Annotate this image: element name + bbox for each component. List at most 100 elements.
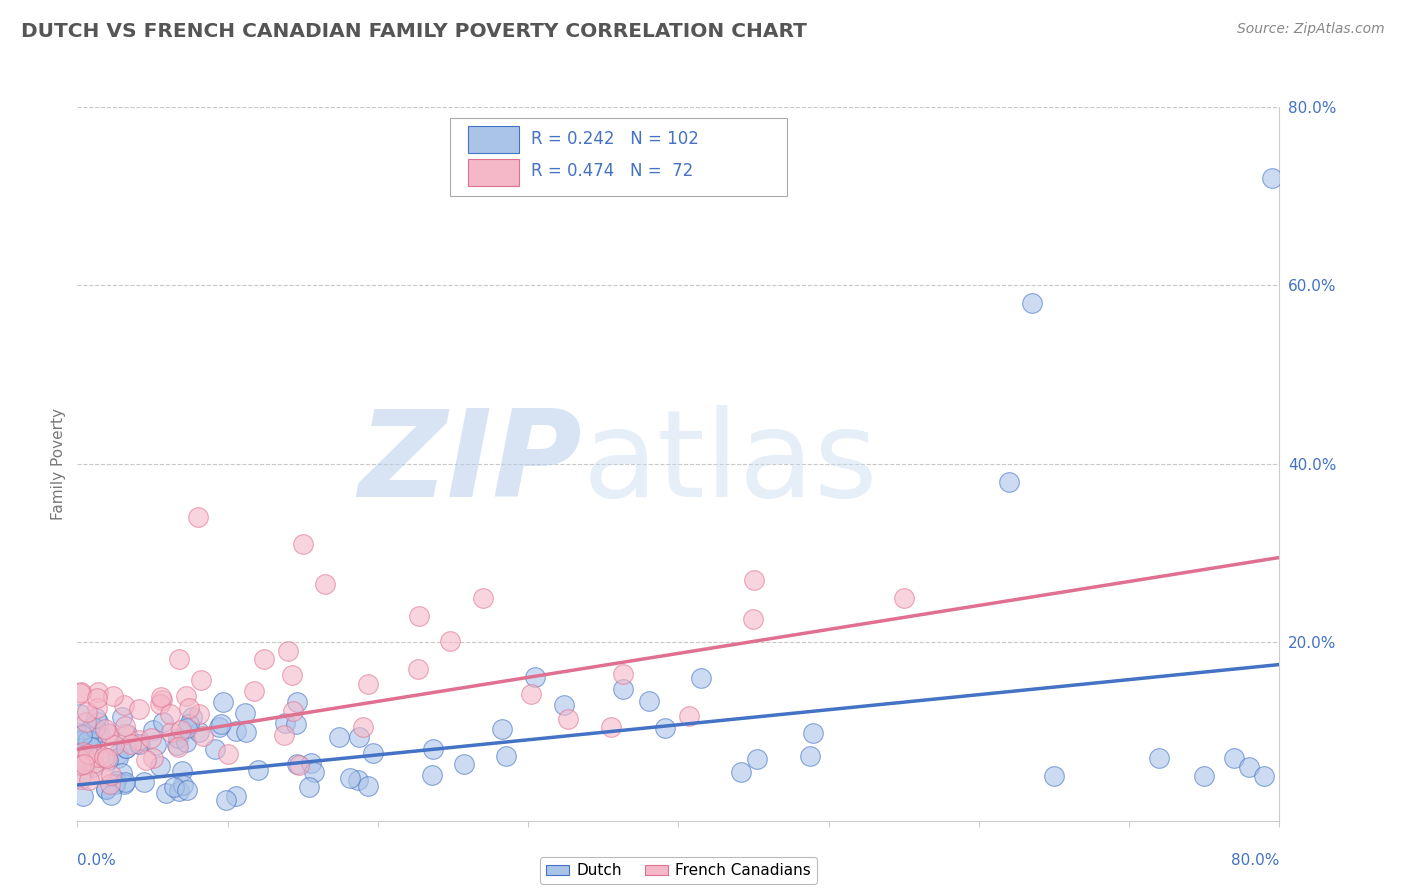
Point (406, 661, 429, 675)
Point (281, 668, 304, 682)
Point (191, 729, 214, 743)
Point (298, 780, 321, 795)
Point (243, 684, 266, 698)
Point (112, 777, 135, 791)
Point (69, 748, 91, 763)
Point (75, 715, 97, 730)
Point (177, 700, 200, 714)
Text: DUTCH VS FRENCH CANADIAN FAMILY POVERTY CORRELATION CHART: DUTCH VS FRENCH CANADIAN FAMILY POVERTY … (21, 22, 807, 41)
Point (799, 749, 821, 764)
Point (225, 723, 247, 738)
Point (72, 749, 94, 764)
Point (349, 730, 371, 744)
Point (93, 722, 115, 736)
Point (142, 751, 165, 765)
Point (212, 695, 235, 709)
Point (520, 687, 543, 701)
Point (114, 741, 136, 756)
Point (139, 731, 162, 745)
FancyBboxPatch shape (468, 159, 519, 186)
Point (235, 724, 257, 739)
Point (112, 698, 135, 712)
Point (82, 760, 104, 774)
Point (285, 757, 308, 772)
Point (174, 735, 197, 749)
Point (69, 730, 91, 744)
Point (1021, 296, 1043, 310)
Point (654, 721, 676, 735)
Point (357, 779, 380, 793)
Point (1261, 171, 1284, 186)
Point (142, 723, 165, 737)
Point (274, 715, 297, 730)
Point (893, 591, 915, 605)
Point (69, 769, 91, 783)
Point (247, 763, 270, 777)
Point (287, 758, 309, 772)
Point (145, 738, 167, 752)
Point (149, 697, 172, 711)
Point (120, 737, 142, 751)
Point (612, 681, 634, 696)
Point (357, 677, 380, 691)
Point (801, 726, 824, 740)
Point (557, 712, 579, 726)
Point (172, 764, 194, 779)
Point (204, 742, 226, 756)
Point (87, 725, 110, 739)
Point (69, 686, 91, 700)
Point (170, 723, 193, 737)
Point (159, 724, 181, 739)
Point (87, 750, 110, 764)
Point (111, 766, 134, 780)
Point (314, 576, 336, 591)
Point (76, 747, 98, 761)
Point (439, 633, 461, 648)
Point (190, 673, 212, 687)
Point (80, 739, 103, 754)
Point (495, 748, 517, 763)
Point (150, 693, 173, 707)
Point (80, 734, 103, 748)
Point (101, 689, 124, 703)
Point (422, 742, 444, 756)
Point (69, 740, 91, 755)
Point (87, 715, 110, 730)
Y-axis label: Family Poverty: Family Poverty (51, 408, 66, 520)
Point (339, 771, 361, 785)
Point (167, 731, 190, 746)
Point (94, 782, 117, 797)
Point (70, 685, 93, 699)
Point (284, 717, 307, 731)
Point (283, 704, 305, 718)
Point (207, 720, 229, 734)
Point (96, 751, 118, 765)
Point (70, 758, 93, 772)
Point (177, 717, 200, 731)
Point (128, 733, 150, 747)
Point (84, 711, 107, 725)
Point (180, 710, 202, 724)
Text: atlas: atlas (582, 405, 877, 523)
Point (111, 709, 134, 723)
Point (301, 756, 323, 770)
Point (291, 537, 314, 551)
Point (77, 733, 100, 747)
Point (420, 767, 443, 781)
Point (83, 756, 105, 771)
Point (70, 772, 93, 786)
Point (353, 720, 375, 734)
Point (1223, 751, 1246, 765)
Legend: Dutch, French Canadians: Dutch, French Canadians (540, 857, 817, 884)
Point (472, 591, 495, 605)
Point (176, 783, 198, 797)
Point (149, 759, 172, 773)
Text: ZIP: ZIP (359, 405, 582, 523)
Point (167, 652, 190, 666)
Point (155, 786, 177, 800)
Point (98, 727, 121, 741)
Point (209, 716, 232, 731)
Point (347, 772, 370, 787)
Point (218, 747, 240, 761)
Point (172, 778, 194, 792)
